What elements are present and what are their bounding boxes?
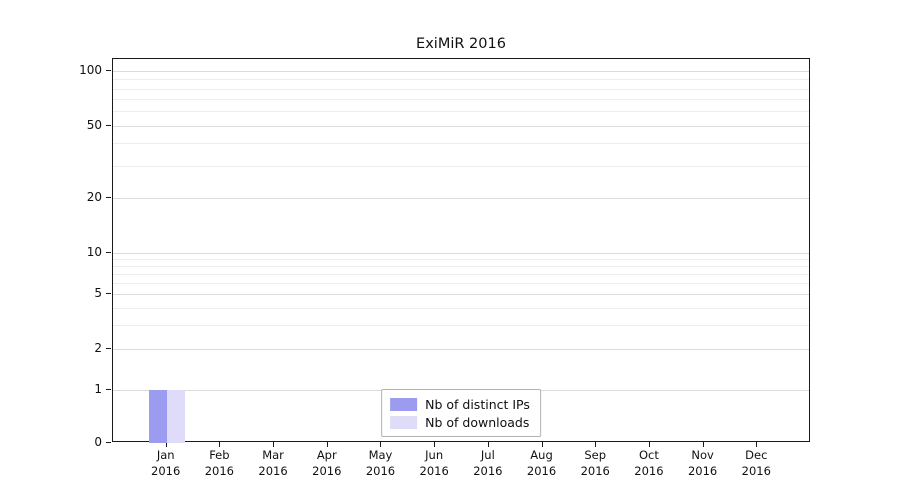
gridline-minor — [113, 307, 809, 309]
x-tick-label: Mar 2016 — [258, 448, 288, 478]
x-tick-mark — [595, 442, 597, 447]
x-tick-label: Sep 2016 — [580, 448, 610, 478]
legend-item-downloads: Nb of downloads — [390, 413, 530, 431]
x-tick-mark — [273, 442, 275, 447]
x-tick-mark — [541, 442, 543, 447]
x-tick-mark — [702, 442, 704, 447]
y-tick-mark — [106, 347, 111, 349]
gridline-minor — [113, 259, 809, 261]
x-tick-mark — [434, 442, 436, 447]
gridline-minor — [113, 99, 809, 101]
legend-label-distinct-ips: Nb of distinct IPs — [425, 396, 530, 412]
x-tick-label: Oct 2016 — [634, 448, 664, 478]
gridline-minor — [113, 111, 809, 113]
plot-area: Nb of distinct IPs Nb of downloads — [112, 58, 810, 443]
y-tick-label: 0 — [94, 435, 102, 449]
y-tick-mark — [106, 442, 111, 443]
gridline-minor — [113, 88, 809, 90]
x-tick-label: Apr 2016 — [312, 448, 342, 478]
x-tick-mark — [380, 442, 382, 447]
x-tick-mark — [648, 442, 650, 447]
gridline-major — [113, 348, 809, 350]
x-tick-label: Feb 2016 — [204, 448, 235, 478]
x-tick-mark — [487, 442, 489, 447]
y-tick-label: 20 — [86, 190, 102, 205]
y-tick-label: 5 — [94, 286, 102, 301]
y-tick-mark — [106, 389, 111, 390]
bar-downloads-jan-2016 — [166, 390, 185, 443]
legend-swatch-distinct-ips — [390, 397, 418, 411]
y-tick-label: 100 — [79, 63, 102, 77]
x-tick-mark — [326, 442, 328, 447]
gridline-minor — [113, 283, 809, 285]
y-tick-label: 2 — [94, 340, 102, 355]
gridline-minor — [113, 143, 809, 145]
gridline-minor — [113, 166, 809, 168]
x-tick-mark — [756, 442, 758, 447]
y-tick-label: 50 — [86, 117, 102, 132]
legend: Nb of distinct IPs Nb of downloads — [381, 389, 541, 437]
bar-distinct-ips-jan-2016 — [148, 390, 167, 443]
legend-item-distinct-ips: Nb of distinct IPs — [390, 395, 530, 413]
x-tick-label: Jan 2016 — [151, 448, 181, 478]
x-tick-label: Nov 2016 — [687, 448, 718, 478]
gridline-minor — [113, 324, 809, 326]
gridline-minor — [113, 266, 809, 268]
x-tick-label: Jul 2016 — [473, 448, 503, 478]
gridline-major — [113, 198, 809, 200]
gridline-major — [113, 125, 809, 127]
gridline-minor — [113, 79, 809, 81]
gridline-major — [113, 294, 809, 296]
x-tick-label: Jun 2016 — [419, 448, 449, 478]
y-tick-mark — [106, 293, 111, 295]
x-tick-label: Dec 2016 — [741, 448, 771, 478]
legend-swatch-downloads — [390, 415, 418, 429]
y-tick-mark — [106, 197, 111, 199]
x-tick-mark — [219, 442, 221, 447]
y-tick-mark — [106, 124, 111, 126]
x-tick-label: Aug 2016 — [526, 448, 557, 478]
y-tick-label: 10 — [86, 245, 102, 259]
x-tick-label: May 2016 — [365, 448, 396, 478]
y-tick-mark — [106, 70, 111, 71]
chart-title: ExiMiR 2016 — [416, 36, 506, 52]
y-tick-mark — [106, 252, 111, 253]
legend-label-downloads: Nb of downloads — [425, 414, 530, 430]
y-tick-label: 1 — [94, 382, 102, 396]
gridline-major — [113, 253, 809, 254]
gridline-minor — [113, 274, 809, 276]
gridline-major — [113, 71, 809, 72]
x-tick-mark — [165, 442, 167, 447]
